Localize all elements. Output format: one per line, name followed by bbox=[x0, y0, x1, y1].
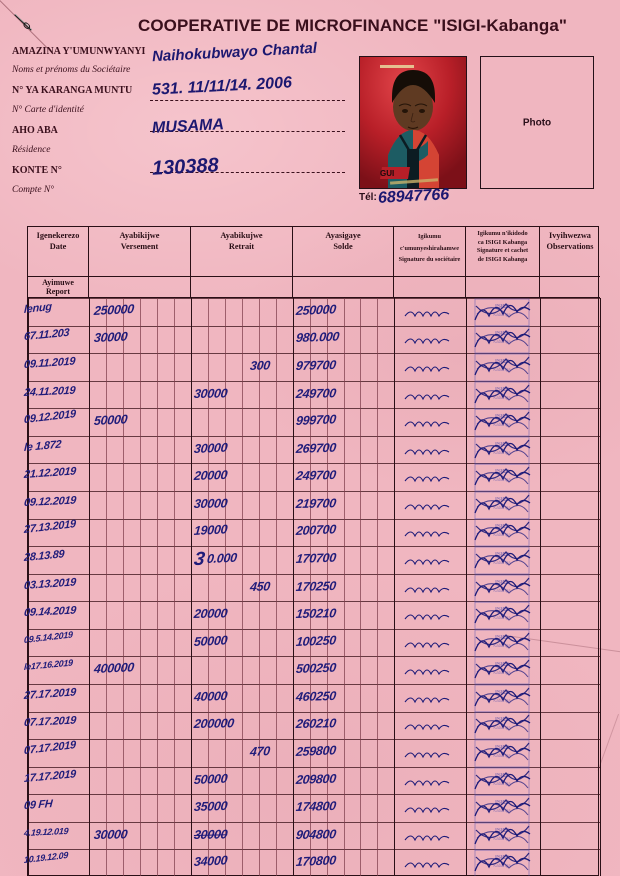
svg-text:GUI: GUI bbox=[380, 169, 394, 178]
